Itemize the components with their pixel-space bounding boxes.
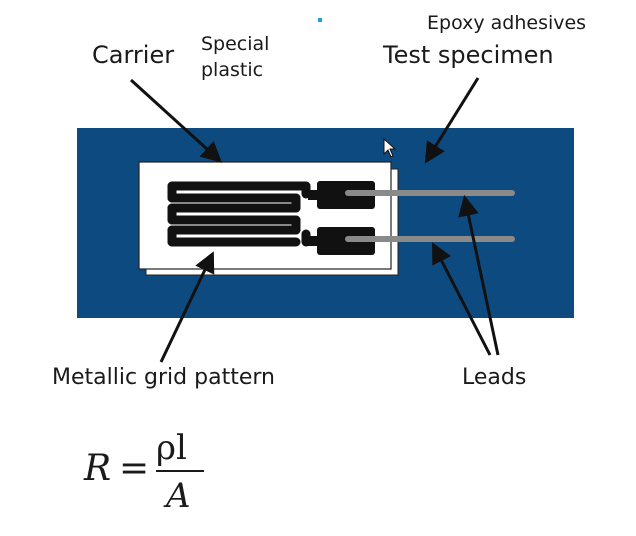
fraction-bar (156, 470, 204, 472)
accent-dot (318, 18, 322, 22)
annotation-arrows (129, 77, 500, 363)
special-plastic-label: Special plastic (201, 33, 270, 81)
metallic-grid-arrow (159, 251, 215, 363)
mouse-cursor-icon (383, 137, 397, 158)
test-specimen-arrow (424, 77, 480, 164)
leads-arrow-upper (458, 194, 500, 356)
leads (345, 190, 515, 242)
formula-lhs: R (84, 448, 112, 489)
formula-equals: = (119, 448, 150, 489)
carrier-arrow (129, 78, 223, 163)
epoxy-adhesives-label: Epoxy adhesives (427, 12, 587, 34)
formula-numerator: ρl (156, 428, 187, 468)
carrier-label: Carrier (92, 41, 175, 69)
leads-arrow-lower (432, 242, 492, 356)
metallic-grid-label: Metallic grid pattern (52, 365, 275, 390)
formula-denominator: A (166, 476, 191, 516)
leads-label: Leads (462, 365, 527, 390)
test-specimen-label: Test specimen (383, 41, 554, 69)
metallic-grid (167, 181, 311, 247)
